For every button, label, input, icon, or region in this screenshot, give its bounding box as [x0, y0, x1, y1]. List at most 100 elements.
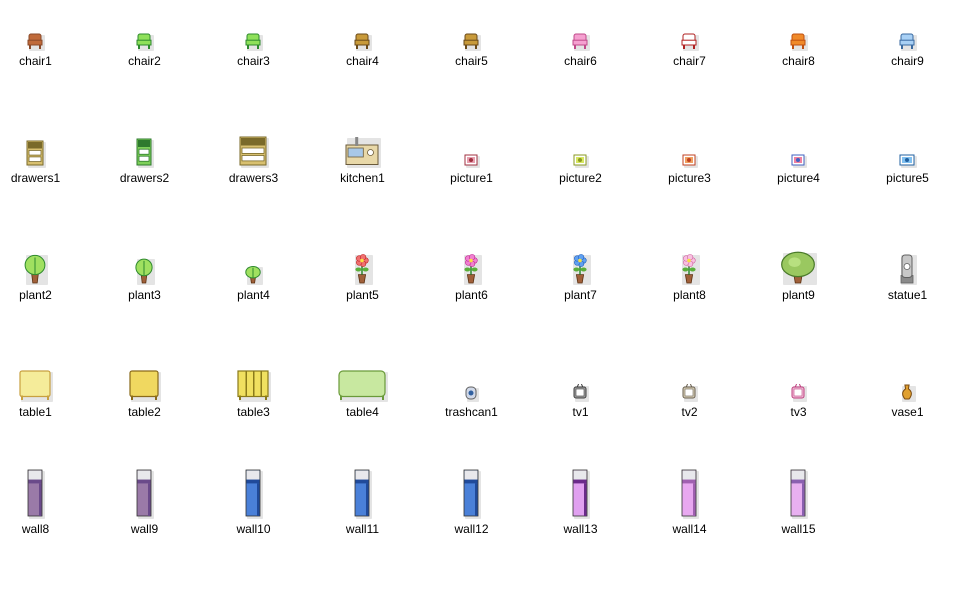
file-item-plant3[interactable]: plant3	[90, 245, 199, 362]
file-item-chair1[interactable]: chair1	[0, 11, 90, 128]
file-item-picture1[interactable]: picture1	[417, 128, 526, 245]
file-item-tv2[interactable]: tv2	[635, 362, 744, 479]
file-name-label: tv1	[572, 405, 589, 419]
file-name-label: chair9	[891, 54, 924, 68]
table3-icon	[236, 370, 271, 402]
file-thumbnail[interactable]	[878, 245, 938, 285]
file-thumbnail[interactable]	[660, 245, 720, 285]
file-item-wall15[interactable]: wall15	[744, 469, 853, 596]
file-item-plant2[interactable]: plant2	[0, 245, 90, 362]
file-thumbnail[interactable]	[333, 128, 393, 168]
file-thumbnail[interactable]	[551, 469, 611, 519]
file-name-label: plant3	[128, 288, 161, 302]
file-thumbnail[interactable]	[115, 362, 175, 402]
file-name-label: chair6	[564, 54, 597, 68]
file-item-picture2[interactable]: picture2	[526, 128, 635, 245]
file-item-drawers2[interactable]: drawers2	[90, 128, 199, 245]
file-thumbnail[interactable]	[551, 11, 611, 51]
file-thumbnail[interactable]	[6, 245, 66, 285]
file-thumbnail[interactable]	[442, 469, 502, 519]
file-thumbnail[interactable]	[224, 469, 284, 519]
file-thumbnail[interactable]	[333, 245, 393, 285]
file-item-tv1[interactable]: tv1	[526, 362, 635, 479]
file-thumbnail[interactable]	[551, 128, 611, 168]
file-thumbnail[interactable]	[442, 128, 502, 168]
file-thumbnail[interactable]	[660, 128, 720, 168]
file-thumbnail[interactable]	[551, 245, 611, 285]
file-thumbnail[interactable]	[878, 362, 938, 402]
file-thumbnail[interactable]	[878, 128, 938, 168]
file-item-wall11[interactable]: wall11	[308, 469, 417, 596]
file-thumbnail[interactable]	[115, 469, 175, 519]
file-thumbnail[interactable]	[769, 11, 829, 51]
file-item-plant9[interactable]: plant9	[744, 245, 853, 362]
file-thumbnail[interactable]	[224, 128, 284, 168]
file-thumbnail[interactable]	[769, 362, 829, 402]
file-thumbnail[interactable]	[551, 362, 611, 402]
file-item-drawers3[interactable]: drawers3	[199, 128, 308, 245]
file-item-wall12[interactable]: wall12	[417, 469, 526, 596]
file-item-plant7[interactable]: plant7	[526, 245, 635, 362]
file-thumbnail[interactable]	[878, 11, 938, 51]
file-thumbnail[interactable]	[660, 469, 720, 519]
file-thumbnail[interactable]	[442, 11, 502, 51]
file-thumbnail[interactable]	[6, 469, 66, 519]
file-name-label: drawers3	[228, 171, 279, 185]
file-thumbnail[interactable]	[769, 245, 829, 285]
file-item-table1[interactable]: table1	[0, 362, 90, 479]
file-item-plant6[interactable]: plant6	[417, 245, 526, 362]
file-item-chair4[interactable]: chair4	[308, 11, 417, 128]
file-thumbnail[interactable]	[769, 128, 829, 168]
file-thumbnail[interactable]	[333, 469, 393, 519]
file-item-chair9[interactable]: chair9	[853, 11, 954, 128]
file-item-wall10[interactable]: wall10	[199, 469, 308, 596]
file-item-plant5[interactable]: plant5	[308, 245, 417, 362]
file-item-vase1[interactable]: vase1	[853, 362, 954, 479]
file-name-label: chair2	[128, 54, 161, 68]
file-item-picture5[interactable]: picture5	[853, 128, 954, 245]
file-thumbnail[interactable]	[224, 362, 284, 402]
file-thumbnail[interactable]	[442, 245, 502, 285]
file-name-label: plant5	[346, 288, 379, 302]
file-item-chair6[interactable]: chair6	[526, 11, 635, 128]
file-item-statue1[interactable]: statue1	[853, 245, 954, 362]
file-item-drawers1[interactable]: drawers1	[0, 128, 90, 245]
file-thumbnail[interactable]	[333, 362, 393, 402]
file-thumbnail[interactable]	[660, 362, 720, 402]
file-item-chair2[interactable]: chair2	[90, 11, 199, 128]
file-thumbnail[interactable]	[115, 11, 175, 51]
file-item-plant8[interactable]: plant8	[635, 245, 744, 362]
file-item-chair7[interactable]: chair7	[635, 11, 744, 128]
file-item-kitchen1[interactable]: kitchen1	[308, 128, 417, 245]
file-item-wall14[interactable]: wall14	[635, 469, 744, 596]
file-item-wall8[interactable]: wall8	[0, 469, 90, 596]
file-item-chair3[interactable]: chair3	[199, 11, 308, 128]
file-item-table3[interactable]: table3	[199, 362, 308, 479]
file-item-trashcan1[interactable]: trashcan1	[417, 362, 526, 479]
file-item-wall13[interactable]: wall13	[526, 469, 635, 596]
file-item-wall9[interactable]: wall9	[90, 469, 199, 596]
file-name-label: picture4	[777, 171, 820, 185]
file-name-label: chair7	[673, 54, 706, 68]
file-item-picture3[interactable]: picture3	[635, 128, 744, 245]
file-thumbnail[interactable]	[442, 362, 502, 402]
file-item-chair5[interactable]: chair5	[417, 11, 526, 128]
file-name-label: plant2	[19, 288, 52, 302]
file-name-label: wall13	[563, 522, 598, 536]
file-item-table4[interactable]: table4	[308, 362, 417, 479]
file-item-plant4[interactable]: plant4	[199, 245, 308, 362]
file-thumbnail[interactable]	[224, 245, 284, 285]
file-item-picture4[interactable]: picture4	[744, 128, 853, 245]
file-thumbnail[interactable]	[6, 362, 66, 402]
file-thumbnail[interactable]	[115, 128, 175, 168]
file-thumbnail[interactable]	[6, 11, 66, 51]
file-thumbnail[interactable]	[769, 469, 829, 519]
file-item-table2[interactable]: table2	[90, 362, 199, 479]
file-thumbnail[interactable]	[660, 11, 720, 51]
file-thumbnail[interactable]	[115, 245, 175, 285]
file-thumbnail[interactable]	[6, 128, 66, 168]
file-thumbnail[interactable]	[224, 11, 284, 51]
file-thumbnail[interactable]	[333, 11, 393, 51]
file-item-tv3[interactable]: tv3	[744, 362, 853, 479]
file-item-chair8[interactable]: chair8	[744, 11, 853, 128]
